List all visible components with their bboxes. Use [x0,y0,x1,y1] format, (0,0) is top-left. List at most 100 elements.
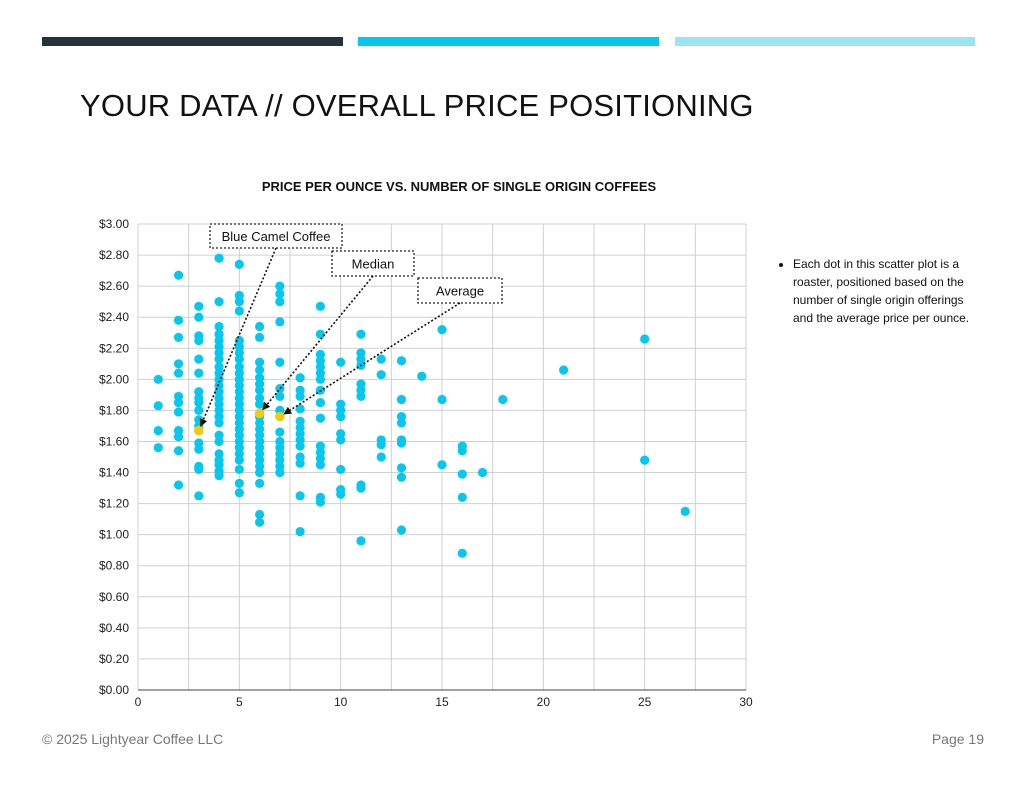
page-number: Page 19 [931,731,984,747]
data-point [295,404,305,414]
y-tick-label: $1.60 [99,434,129,448]
data-point [336,464,346,475]
data-point [153,374,163,384]
data-point [234,297,244,307]
data-point [234,259,244,269]
y-axis-ticks: $0.00 $0.20 $0.40 $0.60 $0.80 $1.00 $1.20 $1.40… [99,217,129,697]
data-point [396,418,407,428]
data-point [194,354,204,364]
x-tick-label: 0 [135,695,142,709]
data-point [396,463,407,473]
data-point [255,365,265,375]
data-point [275,317,285,327]
data-point [255,509,265,520]
data-point [457,446,467,456]
x-tick-label: 5 [236,695,243,709]
data-point [376,370,386,380]
header-bar-dark [42,37,343,46]
data-point [214,418,224,428]
chart-note: Each dot in this scatter plot is a roast… [778,255,983,327]
data-point [396,356,407,366]
data-point [194,398,204,408]
data-point [173,315,184,325]
x-tick-label: 15 [435,695,449,709]
data-point [275,281,285,291]
data-point [214,471,224,481]
data-point [173,332,184,342]
data-point [336,489,346,499]
data-point [356,536,366,546]
data-point [559,365,569,375]
y-tick-label: $0.40 [99,621,129,635]
data-point [457,548,467,558]
data-point [376,354,386,364]
data-point [498,394,508,405]
data-point [315,460,325,470]
data-point [376,452,386,462]
data-point [295,491,305,501]
data-point [214,253,224,263]
page-title: YOUR DATA // OVERALL PRICE POSITIONING [80,88,754,123]
y-tick-label: $1.40 [99,466,129,480]
data-point [173,368,184,378]
data-point [315,497,325,507]
data-point [214,354,224,364]
data-point [356,483,366,493]
callout-arrow [283,302,461,415]
y-tick-label: $0.60 [99,590,129,604]
note-bullet: Each dot in this scatter plot is a roast… [793,255,983,327]
y-tick-label: $0.20 [99,652,129,666]
callout-box [331,250,415,277]
y-tick-label: $0.80 [99,559,129,573]
data-point [437,325,447,335]
data-point [396,438,407,448]
data-point [275,427,285,437]
data-point [437,394,447,405]
highlight-points [194,408,285,436]
data-point [153,401,163,411]
data-point [194,312,204,322]
data-point [234,478,244,489]
data-point [275,391,285,402]
data-point [234,306,244,316]
x-tick-label: 20 [537,695,551,709]
data-point [275,289,285,299]
data-point [315,301,325,311]
data-point [234,455,244,465]
data-point [640,334,650,344]
data-point [295,391,305,402]
y-tick-label: $1.00 [99,528,129,542]
data-point [153,425,163,436]
y-tick-label: $3.00 [99,217,129,231]
data-point [173,398,184,408]
data-point [336,435,346,445]
data-point [417,371,427,381]
data-point [173,407,184,417]
data-point [194,368,204,378]
callout-label: Average [436,284,484,299]
data-point [194,464,204,475]
data-point [640,455,650,465]
y-tick-label: $2.00 [99,372,129,386]
header-bar-light-cyan [675,37,975,46]
callout-arrow [262,275,374,411]
data-point [680,506,690,516]
footer-copyright: © 2025 Lightyear Coffee LLC [42,731,224,747]
data-point [275,467,285,478]
data-point [457,469,467,479]
data-point [255,385,265,395]
data-point [194,335,204,346]
y-tick-label: $1.20 [99,497,129,511]
data-point [255,321,265,332]
data-point [255,332,265,342]
data-point [477,467,488,478]
data-points [153,253,690,558]
data-point [234,488,244,498]
data-point [255,357,265,367]
data-point [173,446,184,456]
data-point [437,460,447,470]
data-point [214,297,224,307]
data-point [194,444,204,454]
data-point [153,443,163,453]
